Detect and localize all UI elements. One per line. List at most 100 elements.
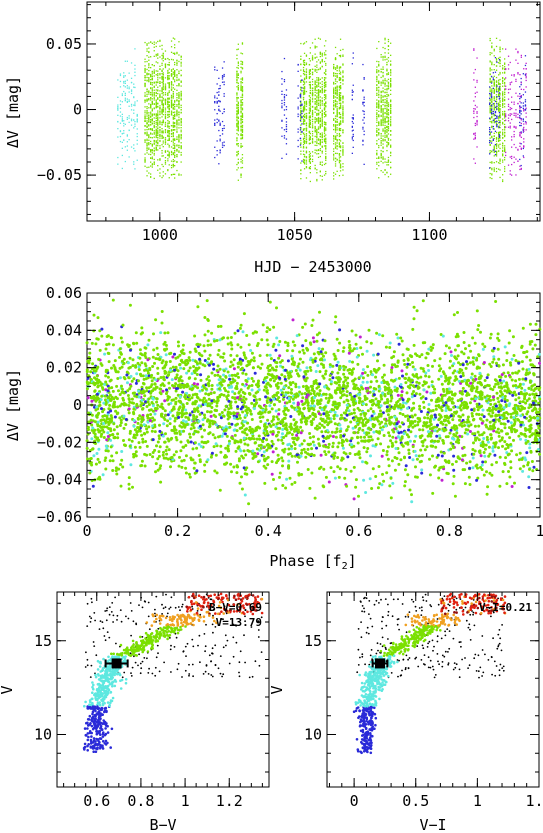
lightcurve-point xyxy=(241,112,244,115)
lightcurve-point xyxy=(519,145,521,147)
lightcurve-point xyxy=(336,76,338,78)
lightcurve-point xyxy=(302,81,305,83)
lightcurve-point xyxy=(504,159,506,161)
lightcurve-point xyxy=(151,75,153,77)
lightcurve-point xyxy=(325,101,327,104)
lightcurve-point xyxy=(511,136,513,138)
lightcurve-point xyxy=(161,137,163,139)
lightcurve-point xyxy=(148,51,150,54)
lightcurve-point xyxy=(237,101,239,103)
lightcurve-point xyxy=(241,77,244,79)
lightcurve-point xyxy=(221,120,224,123)
lightcurve-point xyxy=(134,121,136,123)
lightcurve-point xyxy=(302,132,305,134)
lightcurve-point xyxy=(334,173,337,175)
lightcurve-point xyxy=(240,161,242,163)
lightcurve-point xyxy=(505,88,507,90)
lightcurve-point xyxy=(150,97,152,99)
lightcurve-point xyxy=(336,148,338,150)
y-tick-label: 0 xyxy=(73,101,82,119)
lightcurve-point xyxy=(172,77,174,80)
lightcurve-point xyxy=(380,153,382,155)
lightcurve-point xyxy=(390,82,392,85)
lightcurve-point xyxy=(384,107,386,109)
lightcurve-point xyxy=(319,171,321,173)
lightcurve-point xyxy=(153,81,155,83)
lightcurve-point xyxy=(170,160,173,162)
lightcurve-point xyxy=(489,52,491,54)
lightcurve-point xyxy=(338,160,341,162)
lightcurve-point xyxy=(386,63,388,66)
lightcurve-point xyxy=(519,93,521,95)
lightcurve-point xyxy=(176,62,178,65)
lightcurve-point xyxy=(151,82,153,84)
lightcurve-point xyxy=(159,56,161,58)
lightcurve-point xyxy=(386,111,388,113)
lightcurve-point xyxy=(236,94,238,96)
lightcurve-point xyxy=(519,116,521,119)
lightcurve-point xyxy=(174,111,176,113)
lightcurve-point xyxy=(491,177,493,180)
lightcurve-point xyxy=(155,131,157,133)
lightcurve-point xyxy=(498,122,500,124)
lightcurve-point xyxy=(323,81,326,84)
lightcurve-point xyxy=(342,129,344,131)
lightcurve-point xyxy=(525,112,527,114)
lightcurve-point xyxy=(164,107,167,109)
lightcurve-point xyxy=(321,145,323,147)
lightcurve-point xyxy=(153,123,155,125)
lightcurve-point xyxy=(376,69,378,71)
lightcurve-point xyxy=(382,81,384,83)
lightcurve-point xyxy=(161,77,163,79)
lightcurve-point xyxy=(505,119,507,121)
lightcurve-point xyxy=(214,69,216,71)
lightcurve-point xyxy=(299,93,302,96)
lightcurve-point xyxy=(384,39,386,41)
phased-point xyxy=(110,366,113,370)
lightcurve-point xyxy=(321,152,323,154)
lightcurve-point xyxy=(515,78,517,81)
lightcurve-point xyxy=(490,142,493,144)
lightcurve-point xyxy=(172,91,174,93)
phased-point xyxy=(167,439,171,443)
lightcurve-point xyxy=(321,88,323,91)
lightcurve-point xyxy=(491,52,493,54)
lightcurve-point xyxy=(378,161,380,163)
lightcurve-point xyxy=(390,120,392,122)
lightcurve-point xyxy=(509,107,511,109)
lightcurve-point xyxy=(153,99,155,101)
lightcurve-point xyxy=(148,78,150,80)
lightcurve-point xyxy=(342,102,344,104)
lightcurve-point xyxy=(219,122,221,124)
lightcurve-point xyxy=(136,135,138,138)
lightcurve-point xyxy=(498,90,500,92)
lightcurve-point xyxy=(121,120,123,122)
lightcurve-point xyxy=(309,155,311,157)
phased-point xyxy=(151,365,155,368)
lightcurve-point xyxy=(339,107,342,109)
lightcurve-point xyxy=(376,94,378,96)
lightcurve-point xyxy=(342,72,344,74)
lightcurve-point xyxy=(316,130,318,132)
lightcurve-point xyxy=(218,108,220,110)
lightcurve-point xyxy=(474,122,476,125)
lightcurve-point xyxy=(333,172,335,174)
lightcurve-point xyxy=(162,52,164,54)
lightcurve-point xyxy=(495,140,498,142)
phased-point xyxy=(487,397,491,401)
lightcurve-point xyxy=(221,67,224,69)
lightcurve-point xyxy=(237,110,239,112)
phased-point xyxy=(115,384,119,388)
lightcurve-point xyxy=(523,88,525,91)
lightcurve-point xyxy=(153,43,155,45)
lightcurve-point xyxy=(336,133,338,135)
lightcurve-point xyxy=(168,144,170,147)
lightcurve-point xyxy=(146,117,148,120)
phased-point xyxy=(329,382,333,386)
lightcurve-point xyxy=(153,113,155,115)
lightcurve-point xyxy=(520,102,522,104)
lightcurve-point xyxy=(476,81,478,83)
lightcurve-point xyxy=(325,64,327,66)
lightcurve-point xyxy=(236,113,238,115)
lightcurve-point xyxy=(236,125,238,127)
